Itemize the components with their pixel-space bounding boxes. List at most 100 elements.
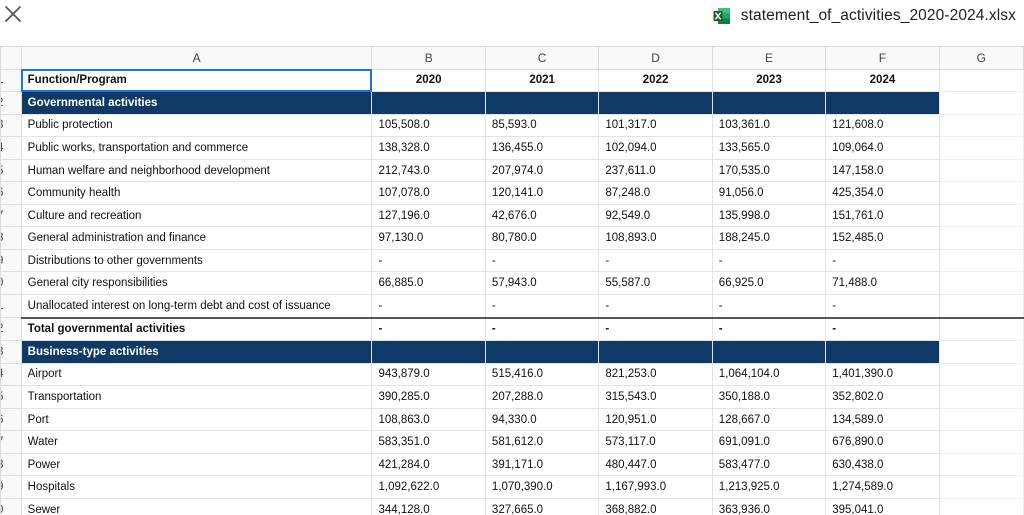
value-cell[interactable]: 97,130.0 <box>371 226 486 250</box>
row-number[interactable]: 5 <box>0 385 22 409</box>
value-cell[interactable]: 120,141.0 <box>484 181 600 205</box>
value-cell[interactable]: 71,488.0 <box>825 271 940 296</box>
value-cell[interactable]: 120,951.0 <box>598 407 713 432</box>
value-cell[interactable]: 1,213,925.0 <box>711 475 827 499</box>
empty-cell[interactable] <box>938 497 1024 515</box>
row-number[interactable]: 9 <box>0 248 22 273</box>
value-cell[interactable]: 1,092,622.0 <box>371 475 486 499</box>
value-cell[interactable]: 134,589.0 <box>825 407 940 432</box>
value-cell[interactable]: 583,477.0 <box>711 452 827 477</box>
row-label-cell[interactable]: General administration and finance <box>20 226 373 250</box>
row-number[interactable]: 3 <box>0 113 22 138</box>
value-cell[interactable]: 943,879.0 <box>371 362 486 387</box>
section-fill-cell[interactable] <box>371 91 486 115</box>
value-cell[interactable]: - <box>711 294 827 319</box>
value-cell[interactable]: 138,328.0 <box>371 136 486 160</box>
value-cell[interactable]: 102,094.0 <box>598 136 713 160</box>
column-header-d[interactable]: D <box>598 46 713 70</box>
value-cell[interactable]: 170,535.0 <box>711 158 827 183</box>
value-cell[interactable]: 107,078.0 <box>371 181 486 205</box>
empty-cell[interactable] <box>938 181 1024 205</box>
empty-cell[interactable] <box>938 430 1024 454</box>
total-value-cell[interactable]: - <box>484 316 600 342</box>
select-all-corner[interactable] <box>0 46 22 70</box>
value-cell[interactable]: 105,508.0 <box>371 113 486 138</box>
value-cell[interactable]: 188,245.0 <box>711 226 827 250</box>
row-label-cell[interactable]: General city responsibilities <box>20 271 373 296</box>
section-label-cell[interactable]: Governmental activities <box>20 91 373 115</box>
header-cell-year[interactable]: 2022 <box>598 68 713 93</box>
total-value-cell[interactable]: - <box>711 316 827 342</box>
value-cell[interactable]: - <box>825 294 940 319</box>
value-cell[interactable]: 42,676.0 <box>484 203 600 228</box>
value-cell[interactable]: - <box>371 248 486 273</box>
section-fill-cell[interactable] <box>484 340 600 364</box>
value-cell[interactable]: 85,593.0 <box>484 113 600 138</box>
row-label-cell[interactable]: Sewer <box>20 497 373 515</box>
row-label-cell[interactable]: Community health <box>20 181 373 205</box>
empty-cell[interactable] <box>938 362 1024 387</box>
value-cell[interactable]: 151,761.0 <box>825 203 940 228</box>
row-number[interactable]: 4 <box>0 362 22 387</box>
value-cell[interactable]: 121,608.0 <box>825 113 940 138</box>
header-cell-function-program[interactable]: Function/Program <box>20 68 373 93</box>
row-label-cell[interactable]: Public works, transportation and commerc… <box>20 136 373 160</box>
empty-cell[interactable] <box>938 68 1024 93</box>
row-number[interactable]: 2 <box>0 317 22 342</box>
value-cell[interactable]: 395,041.0 <box>825 497 940 515</box>
empty-cell[interactable] <box>938 91 1024 115</box>
row-number[interactable]: 4 <box>0 136 22 160</box>
value-cell[interactable]: 152,485.0 <box>825 226 940 250</box>
value-cell[interactable]: 133,565.0 <box>711 136 827 160</box>
empty-cell[interactable] <box>938 340 1024 364</box>
row-label-cell[interactable]: Public protection <box>20 113 373 138</box>
value-cell[interactable]: 80,780.0 <box>484 226 600 250</box>
section-fill-cell[interactable] <box>598 340 713 364</box>
section-fill-cell[interactable] <box>711 340 827 364</box>
empty-cell[interactable] <box>938 475 1024 499</box>
row-number[interactable]: 0 <box>0 497 22 515</box>
value-cell[interactable]: 368,882.0 <box>598 497 713 515</box>
total-value-cell[interactable]: - <box>825 316 940 342</box>
empty-cell[interactable] <box>938 203 1024 228</box>
value-cell[interactable]: 691,091.0 <box>711 430 827 454</box>
section-fill-cell[interactable] <box>484 91 600 115</box>
value-cell[interactable]: 581,612.0 <box>484 430 600 454</box>
value-cell[interactable]: 480,447.0 <box>598 452 713 477</box>
column-header-a[interactable]: A <box>20 46 373 70</box>
value-cell[interactable]: 237,611.0 <box>598 158 713 183</box>
value-cell[interactable]: 390,285.0 <box>371 385 486 409</box>
row-label-cell[interactable]: Hospitals <box>20 475 373 499</box>
value-cell[interactable]: 350,188.0 <box>711 385 827 409</box>
row-label-cell[interactable]: Port <box>20 407 373 432</box>
value-cell[interactable]: - <box>484 294 600 319</box>
value-cell[interactable]: 363,936.0 <box>711 497 827 515</box>
value-cell[interactable]: 515,416.0 <box>484 362 600 387</box>
row-number[interactable]: 8 <box>0 226 22 250</box>
value-cell[interactable]: 108,863.0 <box>371 407 486 432</box>
value-cell[interactable]: 207,288.0 <box>484 385 600 409</box>
value-cell[interactable]: - <box>711 248 827 273</box>
row-number[interactable]: 7 <box>0 203 22 228</box>
value-cell[interactable]: 66,925.0 <box>711 271 827 296</box>
value-cell[interactable]: 344,128.0 <box>371 497 486 515</box>
empty-cell[interactable] <box>938 407 1024 432</box>
row-number[interactable]: 6 <box>0 181 22 205</box>
row-number[interactable]: 7 <box>0 430 22 454</box>
section-fill-cell[interactable] <box>825 340 940 364</box>
value-cell[interactable]: 108,893.0 <box>598 226 713 250</box>
column-header-c[interactable]: C <box>484 46 600 70</box>
value-cell[interactable]: 57,943.0 <box>484 271 600 296</box>
value-cell[interactable]: 128,667.0 <box>711 407 827 432</box>
value-cell[interactable]: 821,253.0 <box>598 362 713 387</box>
row-number[interactable]: 5 <box>0 158 22 183</box>
value-cell[interactable]: 1,064,104.0 <box>711 362 827 387</box>
value-cell[interactable]: 147,158.0 <box>825 158 940 183</box>
value-cell[interactable]: 109,064.0 <box>825 136 940 160</box>
row-number[interactable]: 8 <box>0 452 22 477</box>
empty-cell[interactable] <box>938 316 1024 342</box>
header-cell-year[interactable]: 2023 <box>711 68 827 93</box>
value-cell[interactable]: 103,361.0 <box>711 113 827 138</box>
row-number[interactable]: 9 <box>0 475 22 499</box>
value-cell[interactable]: 101,317.0 <box>598 113 713 138</box>
